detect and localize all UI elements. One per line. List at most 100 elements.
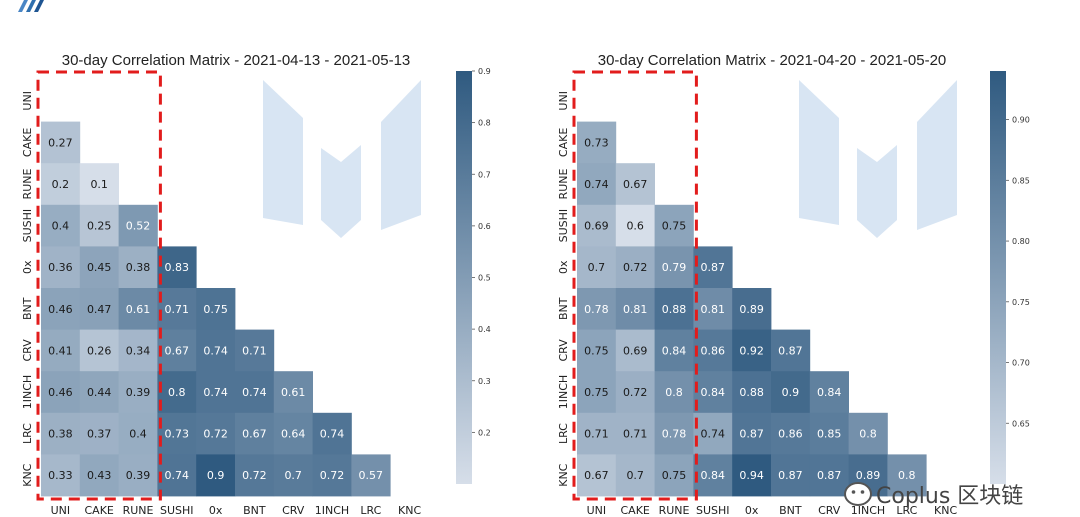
y-tick-label: 1INCH — [21, 375, 34, 409]
y-tick-label: RUNE — [21, 169, 34, 200]
heatmap-cell — [196, 371, 236, 414]
cell-value-label: 0.39 — [126, 469, 151, 482]
cell-value-label: 0.87 — [739, 428, 764, 441]
y-tick-label: UNI — [557, 91, 570, 111]
colorbar-tick-label: 0.9 — [478, 67, 491, 76]
correlation-heatmap-chart-1: 0.27 0.2 0.1 0.4 0.25 0.52 0.36 0.45 0.38 0.83 0.4… — [21, 52, 491, 517]
y-tick-label: BNT — [557, 297, 570, 320]
heatmap-cell — [235, 454, 275, 497]
heatmap-cell — [615, 371, 655, 414]
x-tick-label: RUNE — [123, 504, 154, 517]
heatmap-cell — [615, 412, 655, 455]
watermark: Coplus 区块链 — [844, 482, 1023, 509]
cell-value-label: 0.4 — [129, 428, 147, 441]
emblem-shape — [799, 80, 839, 225]
y-tick-label: CAKE — [557, 128, 570, 157]
cell-value-label: 0.89 — [856, 469, 881, 482]
cell-value-label: 0.67 — [584, 469, 609, 482]
cell-value-label: 0.71 — [584, 428, 609, 441]
heatmap-cell — [615, 246, 655, 289]
cell-value-label: 0.74 — [701, 428, 726, 441]
heatmap-cell — [41, 412, 81, 455]
cell-value-label: 0.69 — [623, 344, 648, 357]
cell-value-label: 0.8 — [168, 386, 186, 399]
y-tick-label: SUSHI — [557, 209, 570, 243]
heatmap-cell — [312, 454, 352, 497]
wechat-icon — [844, 482, 872, 506]
cell-value-label: 0.72 — [242, 469, 267, 482]
chart-title: 30-day Correlation Matrix - 2021-04-20 -… — [598, 52, 947, 69]
cell-value-label: 0.33 — [48, 469, 73, 482]
cell-value-label: 0.84 — [701, 469, 726, 482]
cell-value-label: 0.72 — [203, 428, 228, 441]
heatmap-cell — [79, 163, 119, 206]
heatmap-cell — [79, 288, 119, 330]
cell-value-label: 0.1 — [90, 178, 108, 191]
cell-value-label: 0.4 — [52, 220, 70, 233]
cell-value-label: 0.74 — [242, 386, 267, 399]
heatmap-cell — [118, 371, 158, 414]
heatmap-cell — [157, 246, 197, 289]
colorbar-gradient — [456, 71, 472, 484]
heatmap-cell — [577, 412, 617, 455]
heatmap-cell — [577, 371, 617, 414]
cell-value-label: 0.41 — [48, 344, 73, 357]
brand-logo: FLCUAKY — [18, 0, 286, 12]
x-tick-label: SUSHI — [160, 504, 194, 517]
x-tick-label: CAKE — [85, 504, 114, 517]
heatmap-cell — [157, 454, 197, 497]
heatmap-cell — [693, 329, 733, 372]
y-tick-label: KNC — [21, 463, 34, 486]
y-tick-label: BNT — [21, 297, 34, 320]
heatmap-cell — [235, 329, 275, 372]
heatmap-cell — [118, 329, 158, 372]
x-tick-label: UNI — [587, 504, 607, 517]
colorbar-tick-label: 0.6 — [478, 222, 491, 231]
cell-value-label: 0.9 — [207, 469, 225, 482]
y-tick-label: KNC — [557, 463, 570, 486]
cell-value-label: 0.88 — [739, 386, 764, 399]
cell-value-label: 0.64 — [281, 428, 306, 441]
heatmap-cell — [577, 329, 617, 372]
x-tick-label: LRC — [360, 504, 381, 517]
heatmap-cell — [693, 412, 733, 455]
cell-value-label: 0.52 — [126, 220, 151, 233]
emblem-shape — [917, 80, 957, 230]
cell-value-label: 0.79 — [662, 261, 687, 274]
cell-value-label: 0.86 — [701, 344, 726, 357]
cell-value-label: 0.74 — [320, 428, 345, 441]
heatmap-cell — [809, 412, 849, 455]
cell-value-label: 0.25 — [87, 220, 112, 233]
y-tick-label: LRC — [557, 423, 570, 444]
cell-value-label: 0.61 — [281, 386, 306, 399]
heatmap-cell — [615, 329, 655, 372]
heatmap-cell — [41, 288, 81, 330]
heatmap-cell — [732, 454, 772, 497]
heatmap-cell — [79, 204, 119, 247]
heatmap-cell — [654, 246, 694, 289]
chart-title: 30-day Correlation Matrix - 2021-04-13 -… — [62, 52, 411, 69]
y-axis-tick-labels: UNI CAKE RUNE SUSHI 0x BNT CRV 1INCH LRC KNC — [21, 91, 34, 487]
cell-value-label: 0.88 — [662, 303, 687, 316]
x-tick-label: KNC — [398, 504, 421, 517]
heatmap-cell — [118, 454, 158, 497]
heatmap-cell — [654, 329, 694, 372]
x-tick-label: KNC — [934, 504, 957, 517]
x-tick-label: CAKE — [621, 504, 650, 517]
cell-value-label: 0.74 — [203, 344, 228, 357]
y-tick-label: RUNE — [557, 169, 570, 200]
heatmap-cell — [771, 454, 811, 497]
cell-value-label: 0.27 — [48, 136, 73, 149]
heatmap-cell — [157, 371, 197, 414]
watermark-text: Coplus 区块链 — [876, 484, 1023, 509]
y-tick-label: CRV — [21, 339, 34, 362]
emblem-shape — [321, 145, 361, 238]
heatmap-cell — [79, 454, 119, 497]
colorbar-gradient — [990, 71, 1006, 484]
heatmap-cell — [654, 412, 694, 455]
heatmap-cell — [732, 329, 772, 372]
heatmap-cell — [615, 288, 655, 330]
cell-value-label: 0.75 — [662, 469, 687, 482]
cell-value-label: 0.43 — [87, 469, 112, 482]
